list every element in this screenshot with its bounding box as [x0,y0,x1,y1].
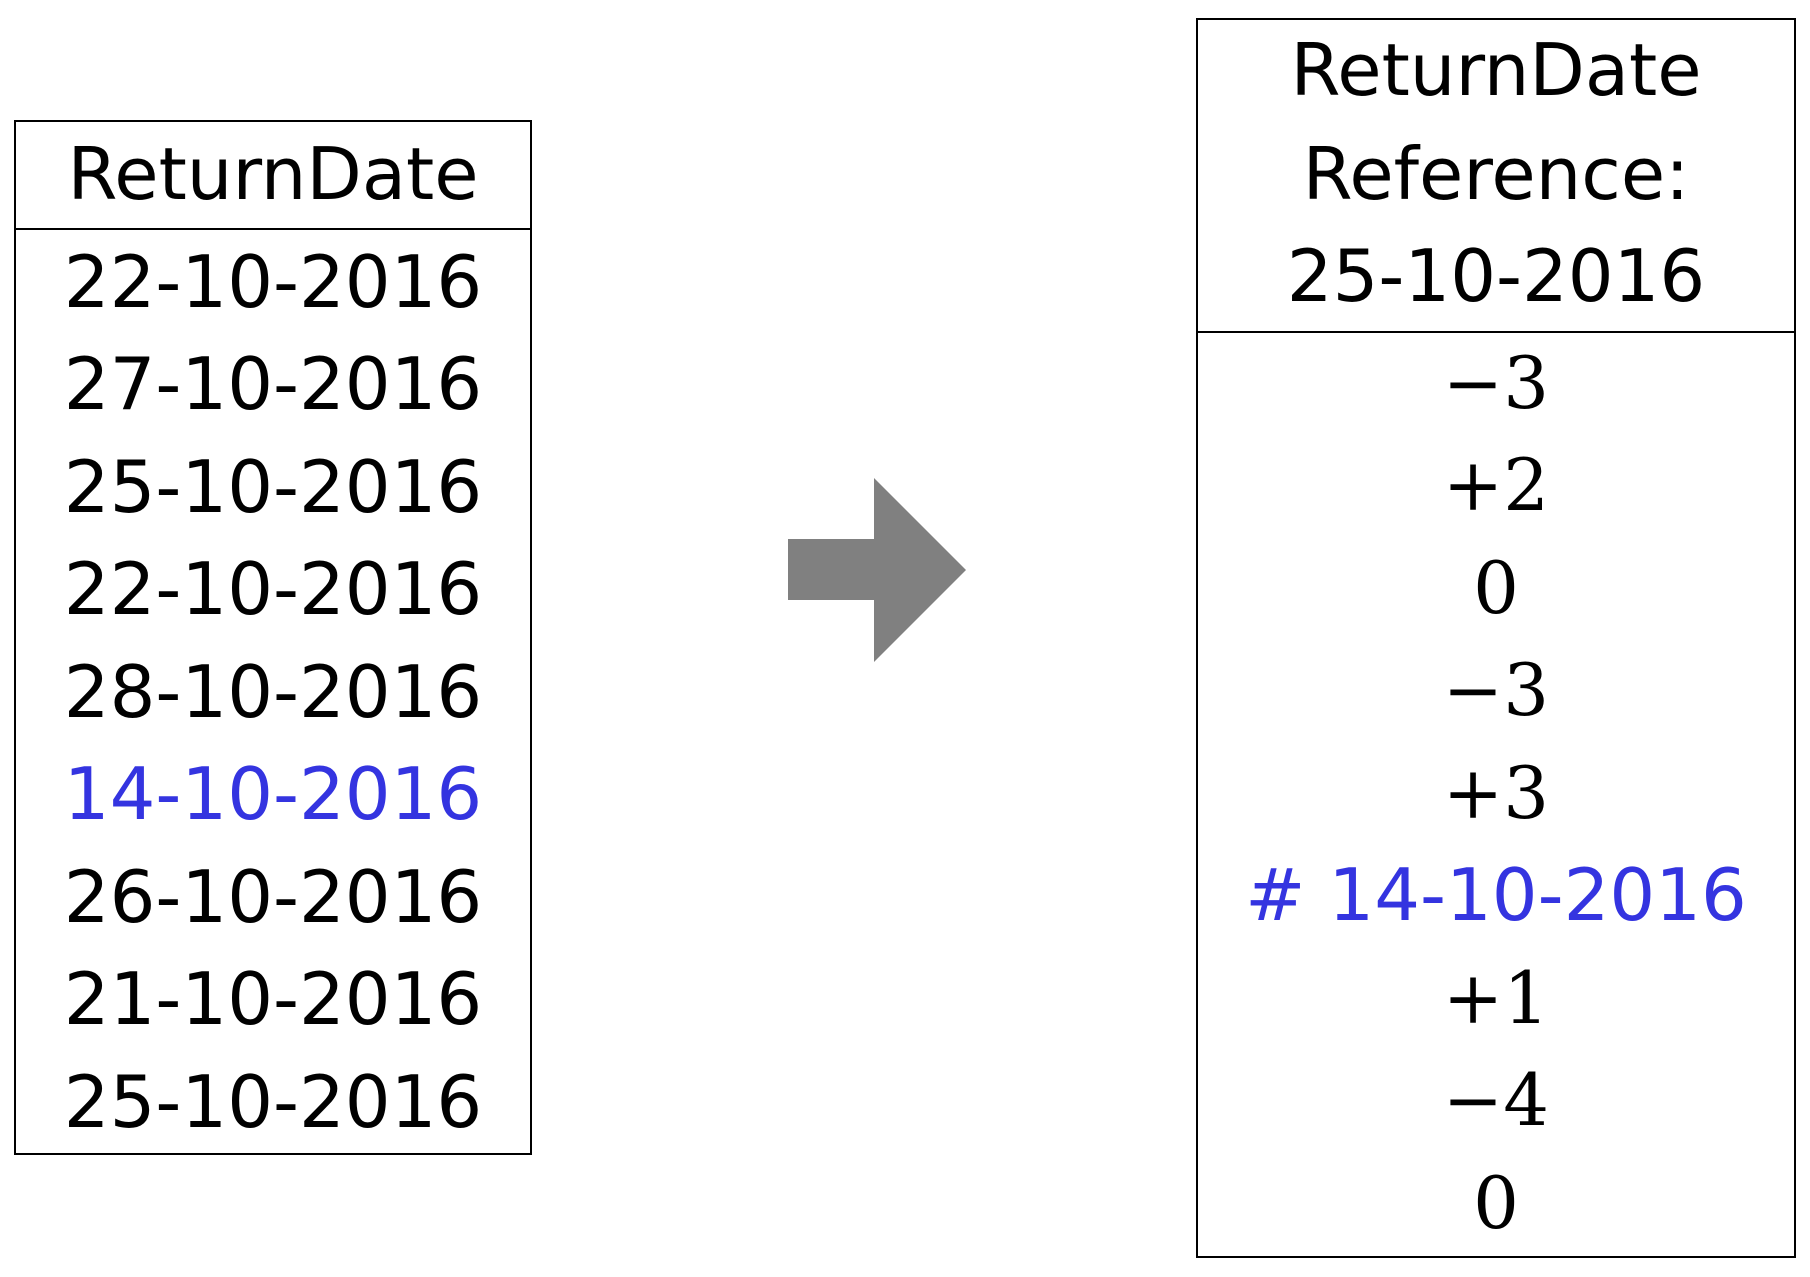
table-cell-highlighted: 14-10-2016 [63,752,483,836]
return-date-table: ReturnDate 22-10-2016 27-10-2016 25-10-2… [14,120,532,1155]
table-cell: 22-10-2016 [63,240,483,324]
table-cell: 21-10-2016 [63,957,483,1041]
header-reference-label: Reference: [1302,132,1690,216]
table-cell: −3 [1442,648,1550,732]
table-cell-highlighted: # 14-10-2016 [1245,853,1747,937]
right-arrow-icon [788,478,966,662]
table-cell: 0 [1473,1161,1519,1245]
header-reference-date: 25-10-2016 [1286,234,1706,318]
table-cell: 27-10-2016 [63,342,483,426]
table-header: ReturnDate Reference: 25-10-2016 [1198,20,1794,333]
table-cell: +2 [1442,443,1550,527]
table-cell: +1 [1442,956,1550,1040]
table-cell: 25-10-2016 [63,445,483,529]
return-date-difference-table: ReturnDate Reference: 25-10-2016 −3 +2 0… [1196,18,1796,1258]
table-cell: −4 [1442,1058,1550,1142]
header-label: ReturnDate [1290,28,1702,112]
header-label: ReturnDate [67,132,479,216]
table-cell: +3 [1442,751,1550,835]
table-cell: −3 [1442,341,1550,425]
arrow-shape [788,478,966,662]
table-header: ReturnDate [16,122,530,230]
table-cell: 26-10-2016 [63,855,483,939]
table-cell: 22-10-2016 [63,547,483,631]
table-cell: 25-10-2016 [63,1060,483,1144]
table-cell: 28-10-2016 [63,650,483,734]
table-cell: 0 [1473,546,1519,630]
